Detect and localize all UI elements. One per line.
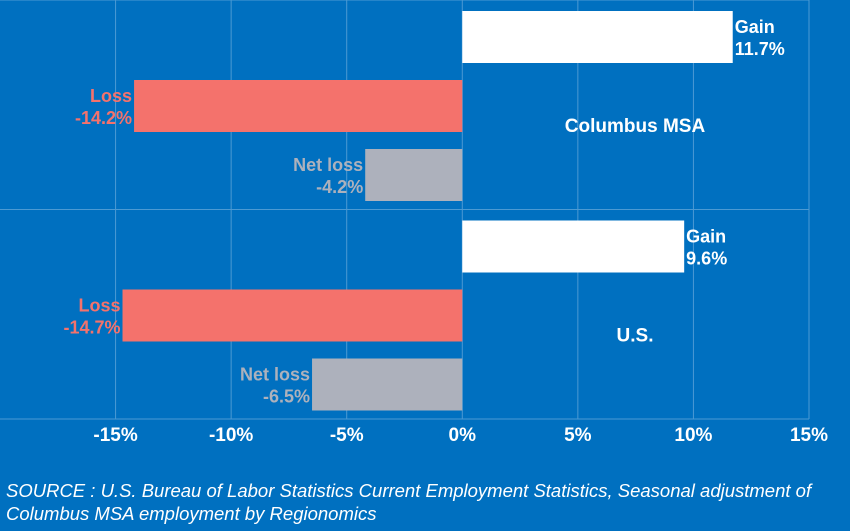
x-tick-label: -10% (209, 425, 253, 446)
x-tick-label: 15% (790, 425, 828, 446)
bar-category-label: Loss (90, 86, 132, 106)
data-label: -14.2% (75, 108, 132, 128)
group-title: U.S. (617, 326, 654, 347)
x-axis-ticks: -15% -10% -5% 0% 5% 10% 15% (93, 425, 828, 446)
data-label: -6.5% (263, 387, 310, 407)
data-label: -14.7% (63, 318, 120, 338)
bar (312, 358, 463, 411)
bar (462, 220, 685, 273)
bar-category-label: Gain (735, 17, 775, 37)
bar (462, 11, 733, 63)
bar-category-label: Net loss (293, 155, 363, 175)
bar-category-label: Net loss (240, 365, 310, 385)
data-label: -4.2% (316, 177, 363, 197)
source-note: SOURCE : U.S. Bureau of Labor Statistics… (6, 480, 812, 524)
x-tick-label: -15% (93, 425, 137, 446)
x-tick-label: 5% (564, 425, 592, 446)
x-tick-label: -5% (330, 425, 364, 446)
data-label: 9.6% (686, 249, 727, 269)
bar-category-label: Gain (686, 227, 726, 247)
bar (122, 289, 463, 342)
group-titles: Columbus MSA U.S. (565, 116, 706, 347)
x-tick-label: 0% (449, 425, 477, 446)
bar-category-label: Loss (78, 296, 120, 316)
bar (365, 149, 463, 201)
bars (122, 11, 733, 411)
group-title: Columbus MSA (565, 116, 706, 137)
bar (134, 80, 463, 132)
x-tick-label: 10% (674, 425, 712, 446)
data-label: 11.7% (735, 39, 785, 59)
gridlines (0, 0, 810, 420)
